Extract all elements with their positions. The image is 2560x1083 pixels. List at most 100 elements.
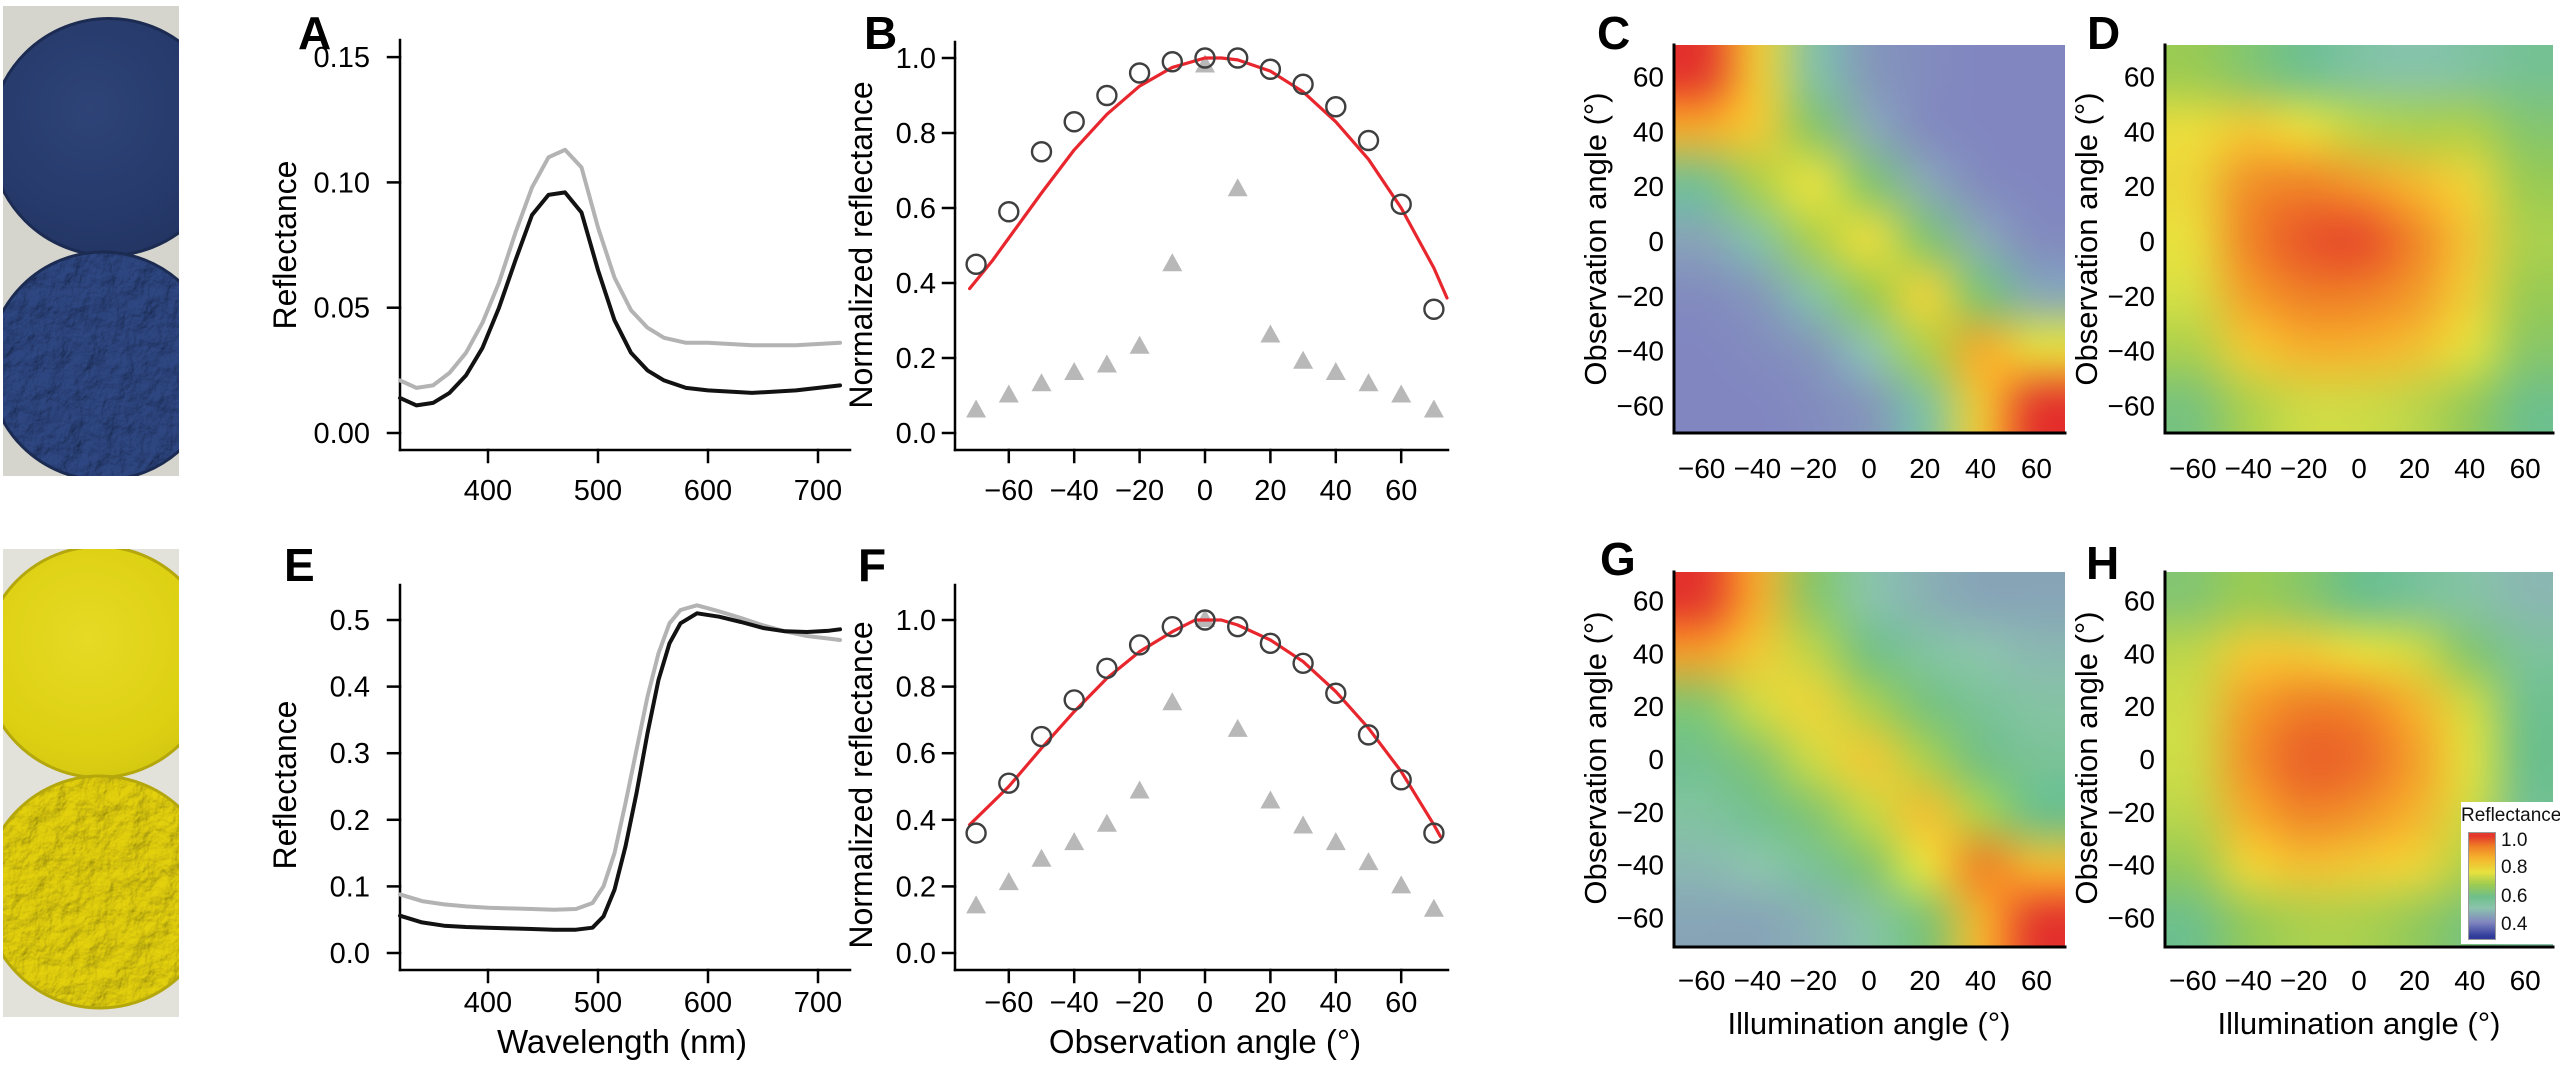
panel-F-triangle-marker [1064, 832, 1085, 851]
panel-F-circle-marker [965, 822, 987, 844]
panel-H-xtick: 40 [2454, 965, 2485, 996]
panel-B-triangle-marker [998, 384, 1019, 403]
panel-A-xtick: 500 [574, 475, 622, 507]
panel-D-ytick: −40 [2108, 336, 2156, 367]
panel-B-triangle-marker [1064, 362, 1085, 380]
panel-G-ytick: 60 [1633, 586, 1664, 617]
panel-letter-H: H [2086, 537, 2120, 589]
panel-G-ytick: 40 [1633, 638, 1664, 669]
panel-C-xtick: 20 [1909, 453, 1940, 484]
panel-C-xtick: −60 [1678, 453, 1726, 484]
panel-D-xtick: 0 [2351, 453, 2367, 484]
panel-F-ytick: 1.0 [896, 605, 936, 637]
panel-E-xlabel: Wavelength (nm) [497, 1023, 747, 1060]
panel-F-triangle-marker [1325, 832, 1346, 851]
panel-B-circle-marker [1423, 298, 1445, 320]
panel-A-xtick: 600 [684, 475, 732, 507]
legend-tick-0.6: 0.6 [2501, 886, 2528, 907]
panel-B-circle-marker [1325, 96, 1347, 118]
panel-C-ytick: −60 [1617, 390, 1665, 421]
panel-F-circle-marker [1161, 615, 1184, 638]
panel-G-xtick: 60 [2021, 965, 2052, 996]
panel-B-ytick: 0.8 [896, 118, 936, 150]
panel-H-ytick: −60 [2108, 902, 2156, 933]
panel-B-xtick: −60 [984, 475, 1033, 507]
panel-G-ytick: 0 [1648, 744, 1664, 775]
panel-D-ytick: 20 [2124, 171, 2155, 202]
blue-textured-disc [3, 250, 179, 476]
panel-G-xtick: 20 [1909, 965, 1940, 996]
panel-F-ytick: 0.0 [896, 938, 936, 970]
panel-B-triangle-marker [1260, 324, 1281, 343]
panel-B-xtick: −40 [1050, 475, 1099, 507]
photo-blue-sample [3, 6, 179, 476]
panel-B-ylabel: Normalized reflectance [843, 81, 879, 408]
panel-F-triangle-marker [1195, 609, 1215, 627]
panel-B-triangle-marker [1031, 373, 1052, 392]
panel-B-ytick: 1.0 [896, 43, 936, 75]
panel-B-ytick: 0.6 [896, 193, 936, 225]
panel-B-circle-marker [965, 253, 987, 275]
panel-E-xtick: 600 [684, 987, 732, 1019]
panel-F-triangle-marker [966, 895, 987, 914]
colorbar-legend: Reflectance 1.0 0.8 0.6 0.4 [2461, 802, 2560, 944]
panel-E-ytick: 0.5 [330, 605, 370, 637]
panel-D-ylabel: Observation angle (°) [2069, 92, 2104, 385]
panel-E-gray-curve [398, 603, 842, 912]
panel-B-circle-marker [1030, 141, 1053, 163]
panel-F-circle-marker [1063, 689, 1085, 711]
yellow-smooth-disc [3, 549, 179, 779]
panel-G-xtick: −20 [1789, 965, 1837, 996]
panel-G-ytick: −40 [1617, 850, 1665, 881]
panel-F-xtick: 20 [1254, 987, 1286, 1019]
panel-F-triangle-marker [1227, 718, 1248, 737]
panel-E-black-curve [398, 611, 842, 932]
panel-B-circle-marker [1161, 51, 1184, 73]
panel-F-circle-marker [1292, 652, 1314, 674]
panel-letter-E: E [284, 539, 315, 591]
legend-tick-0.4: 0.4 [2501, 914, 2528, 935]
panel-F-circle-marker [1325, 682, 1347, 704]
panel-D-ytick: −60 [2108, 390, 2156, 421]
blue-smooth-disc [3, 17, 179, 257]
panel-F-circle-marker [1194, 609, 1216, 631]
panel-F-ytick: 0.6 [896, 738, 936, 770]
panel-F-circle-marker [1259, 632, 1282, 655]
panel-F-fit-curve [967, 618, 1443, 839]
panel-F-circle-marker [1096, 657, 1118, 679]
panel-letter-A: A [298, 7, 332, 59]
panel-G-xtick: 0 [1861, 965, 1877, 996]
panel-B-circle-marker [998, 201, 1020, 223]
panel-H-xlabel: Illumination angle (°) [2218, 1006, 2501, 1041]
panel-E-xtick: 400 [464, 987, 512, 1019]
panel-B-triangle-marker [1129, 335, 1150, 354]
panel-D-ytick: 40 [2124, 116, 2155, 147]
panel-F-xtick: 0 [1197, 987, 1213, 1019]
panel-E-ylabel: Reflectance [267, 701, 303, 870]
panel-B-xtick: −20 [1115, 475, 1164, 507]
panel-H-xtick: 0 [2351, 965, 2367, 996]
panel-D-xtick: −40 [2224, 453, 2272, 484]
panel-B-triangle-marker [1325, 362, 1346, 380]
panel-B-ytick: 0.4 [896, 268, 936, 300]
panel-letter-C: C [1597, 7, 1631, 59]
panel-G-ytick: −20 [1617, 797, 1665, 828]
panel-F-triangle-marker [1391, 875, 1412, 894]
heatmap-D-blue-textured [2165, 45, 2553, 433]
panel-C-xtick: 0 [1861, 453, 1877, 484]
panel-F-circle-marker [1390, 769, 1412, 791]
panel-D-xtick: −20 [2280, 453, 2328, 484]
panel-E-xtick: 500 [574, 987, 622, 1019]
panel-A-xtick: 400 [464, 475, 512, 507]
panel-F-xlabel: Observation angle (°) [1049, 1023, 1361, 1060]
panel-E-ytick: 0.1 [330, 871, 370, 903]
panel-F-triangle-marker [1129, 780, 1150, 799]
panel-C-xtick: −40 [1734, 453, 1782, 484]
panel-A-gray-curve [398, 147, 842, 390]
panel-B-xtick: 0 [1197, 475, 1213, 507]
panel-H-ytick: −20 [2108, 797, 2156, 828]
heatmap-C-blue-smooth [1674, 45, 2065, 433]
panel-H-xtick: 60 [2510, 965, 2541, 996]
